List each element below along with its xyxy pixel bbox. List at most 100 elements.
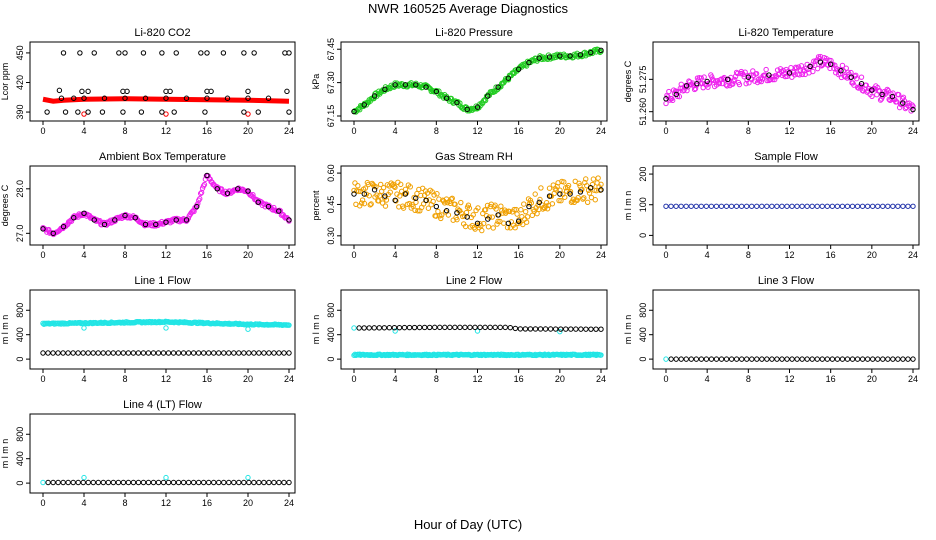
data-point	[522, 208, 529, 215]
data-point	[905, 356, 911, 362]
data-point	[910, 103, 916, 109]
data-point	[485, 216, 491, 222]
x-tick-label: 0	[40, 126, 45, 136]
data-point	[809, 356, 815, 362]
data-point	[374, 192, 380, 198]
data-point	[501, 220, 507, 226]
data-point	[536, 206, 542, 213]
data-point	[703, 356, 710, 362]
series-line3-flow	[668, 356, 916, 362]
data-point	[889, 93, 896, 100]
data-point	[424, 190, 431, 196]
data-point	[869, 203, 876, 209]
data-point	[595, 175, 601, 181]
data-point	[201, 181, 208, 188]
data-point	[125, 350, 132, 356]
data-point	[351, 108, 357, 115]
data-point	[44, 109, 50, 115]
data-point	[673, 356, 679, 362]
x-tick-label: 20	[867, 250, 877, 260]
series-sample-flow	[663, 203, 916, 209]
x-tick-label: 12	[161, 498, 171, 508]
series-co2-average	[42, 96, 290, 104]
data-point	[100, 350, 106, 356]
data-point	[854, 203, 861, 209]
x-tick-label: 8	[434, 374, 439, 384]
data-point	[448, 196, 454, 202]
data-point	[159, 109, 165, 115]
data-point	[420, 201, 427, 207]
data-point	[150, 479, 157, 486]
data-point	[817, 59, 824, 65]
y-tick-label: 800	[15, 427, 25, 442]
data-point	[753, 70, 760, 77]
data-point	[507, 225, 514, 231]
data-point	[116, 50, 122, 56]
data-point	[814, 65, 821, 72]
x-tick-label: 0	[663, 374, 668, 384]
data-point	[245, 111, 251, 117]
y-tick-label: 67.30	[326, 71, 336, 94]
data-point	[266, 479, 272, 486]
data-point	[723, 203, 730, 209]
x-tick-label: 8	[434, 250, 439, 260]
data-point	[823, 55, 829, 62]
data-point	[910, 356, 916, 362]
data-point	[578, 326, 584, 332]
x-axis-label: Hour of Day (UTC)	[413, 517, 523, 532]
series-line2-flow-high	[356, 324, 604, 332]
data-point	[400, 205, 407, 211]
data-band	[42, 96, 290, 104]
data-point	[81, 325, 87, 331]
data-point	[890, 356, 896, 362]
data-point	[763, 66, 769, 73]
data-point	[197, 190, 204, 197]
data-point	[195, 200, 201, 207]
chart-panel-7: Line 1 Flow m l m n 0 4 8 12 16 20 24 0 400 800	[0, 275, 296, 384]
data-point	[163, 219, 169, 225]
data-point	[286, 322, 292, 328]
chart-panel-10: Line 4 (LT) Flow m l m n 0 4 8 12 16 20 24 0 400 80…	[0, 399, 296, 508]
x-tick-label: 0	[40, 374, 45, 384]
data-point	[163, 325, 169, 331]
data-point	[155, 479, 162, 486]
data-point	[869, 356, 876, 362]
data-point	[445, 212, 452, 218]
data-point	[519, 213, 525, 220]
data-point	[464, 214, 470, 220]
x-tick-label: 24	[908, 126, 918, 136]
data-point	[183, 95, 190, 101]
data-point	[514, 211, 520, 217]
data-point	[194, 203, 200, 210]
data-point	[563, 188, 570, 194]
data-point	[521, 201, 527, 207]
data-point	[824, 356, 831, 362]
data-point	[563, 326, 569, 332]
x-tick-label: 16	[826, 126, 836, 136]
data-point	[286, 479, 292, 486]
plot-frame	[29, 41, 296, 122]
data-point	[885, 356, 891, 362]
data-point	[241, 50, 247, 56]
data-point	[286, 350, 292, 356]
data-point	[598, 352, 604, 358]
data-point	[132, 215, 138, 221]
chart-panel-9: Line 3 Flow m l m n 0 4 8 12 16 20 24 0 400 800	[623, 275, 920, 384]
data-point	[120, 109, 126, 115]
series-co2-mid-reference	[56, 87, 290, 95]
data-point	[392, 82, 398, 88]
data-point	[470, 212, 476, 218]
data-point	[423, 197, 429, 203]
x-tick-label: 24	[596, 374, 606, 384]
series-rh-samples	[351, 175, 604, 234]
data-point	[779, 356, 785, 362]
data-point	[85, 350, 91, 356]
data-point	[122, 50, 128, 56]
data-point	[838, 74, 845, 81]
data-point	[834, 356, 841, 362]
data-point	[112, 217, 118, 223]
data-point	[490, 225, 496, 231]
data-point	[255, 199, 261, 205]
data-point	[115, 479, 122, 486]
data-point	[406, 324, 413, 331]
